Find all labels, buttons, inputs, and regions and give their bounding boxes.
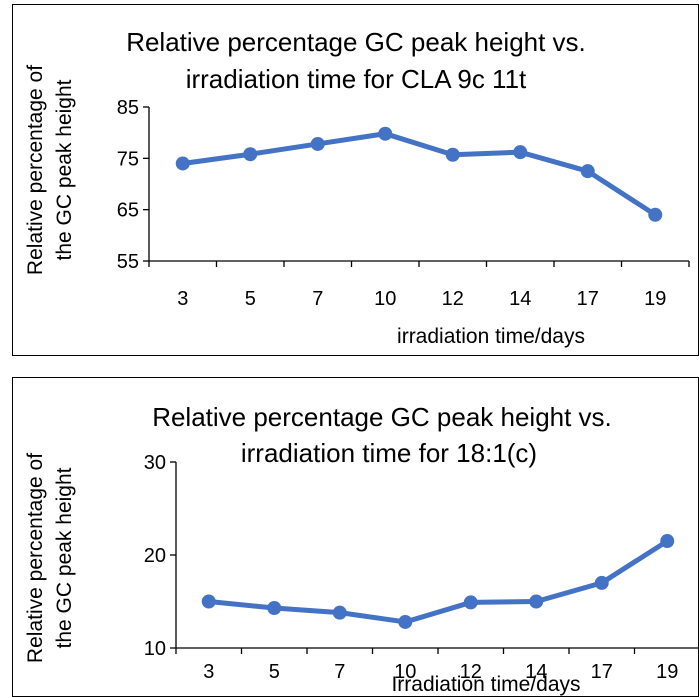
y-axis-label-line-2: the GC peak height — [53, 79, 76, 260]
x-tick-label: 10 — [374, 288, 396, 310]
chart-panel-181c: Relative percentage GC peak height vs. i… — [12, 377, 699, 697]
chart-title-line-2: irradiation time for 18:1(c) — [241, 438, 537, 468]
y-tick-label: 65 — [117, 200, 139, 222]
x-tick-label: 19 — [656, 661, 678, 683]
data-point — [243, 147, 258, 162]
data-point — [463, 595, 478, 610]
x-tick-label: 10 — [394, 661, 416, 683]
x-tick-label: 17 — [591, 661, 613, 683]
x-axis-label: Irradiation time/days — [391, 673, 580, 696]
y-axis-label-line-2: the GC peak height — [53, 467, 76, 648]
y-axis-label-line-1: Relative percentage of — [24, 65, 47, 275]
data-point — [445, 147, 460, 162]
data-point — [332, 605, 347, 620]
data-point — [529, 594, 544, 609]
x-tick-label: 19 — [644, 288, 666, 310]
x-tick-label: 14 — [509, 288, 531, 310]
x-tick-label: 12 — [460, 661, 482, 683]
x-axis-label: irradiation time/days — [397, 325, 585, 348]
data-point — [310, 136, 325, 151]
x-tick-label: 5 — [269, 661, 280, 683]
data-point — [594, 575, 609, 590]
y-tick-label: 75 — [117, 148, 139, 170]
data-point — [580, 164, 595, 179]
x-tick-label: 5 — [245, 288, 256, 310]
series-line — [180, 131, 658, 218]
chart-cla-svg: Relative percentage GC peak height vs. i… — [24, 27, 690, 348]
x-tick-label: 14 — [525, 661, 547, 683]
chart-title-line-1: Relative percentage GC peak height vs. — [152, 402, 612, 432]
x-tick-label: 3 — [203, 661, 214, 683]
data-point — [513, 145, 528, 160]
x-tick-label: 17 — [577, 288, 599, 310]
data-point — [648, 207, 663, 222]
plot-area-cla: 55 65 75 85 3 5 7 10 12 14 17 19 — [117, 97, 690, 310]
x-tick-label: 12 — [442, 288, 464, 310]
x-tick-label: 7 — [334, 661, 345, 683]
chart-181c-svg: Relative percentage GC peak height vs. i… — [24, 402, 699, 696]
y-axis-label-line-1: Relative percentage of — [24, 453, 47, 663]
x-tick-label: 3 — [177, 288, 188, 310]
y-tick-label: 30 — [144, 452, 166, 474]
y-tick-label: 10 — [144, 638, 166, 660]
chart-title-line-1: Relative percentage GC peak height vs. — [126, 27, 586, 57]
chart-title-line-2: irradiation time for CLA 9c 11t — [186, 64, 527, 94]
data-point — [398, 614, 413, 629]
plot-area-181c: 10 20 30 3 5 7 10 12 14 17 19 — [144, 452, 699, 683]
data-point — [660, 534, 675, 549]
data-point — [267, 601, 282, 616]
x-tick-label: 7 — [312, 288, 323, 310]
y-tick-label: 20 — [144, 545, 166, 567]
y-tick-label: 55 — [117, 251, 139, 273]
y-tick-label: 85 — [117, 97, 139, 119]
data-point — [175, 156, 190, 171]
series-line — [206, 538, 670, 625]
data-point — [201, 594, 216, 609]
data-point — [378, 126, 393, 141]
chart-panel-cla: Relative percentage GC peak height vs. i… — [12, 4, 699, 356]
